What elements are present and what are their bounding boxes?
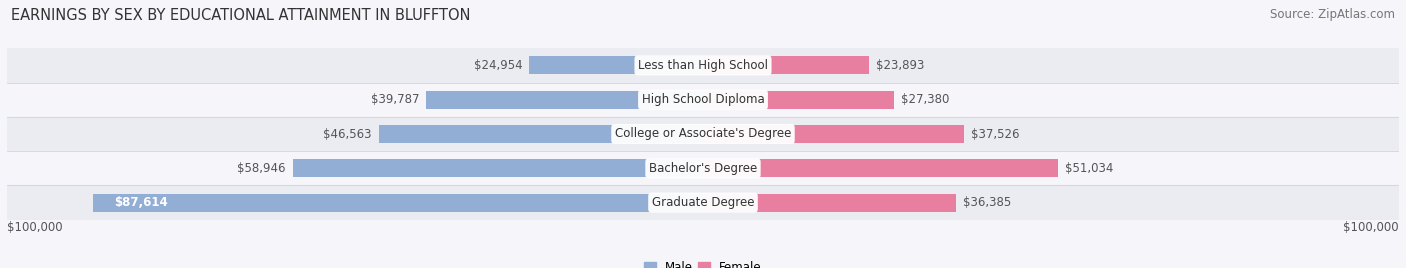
Bar <box>7 83 1399 117</box>
Text: $37,526: $37,526 <box>972 128 1019 140</box>
Text: Bachelor's Degree: Bachelor's Degree <box>650 162 756 175</box>
Text: $58,946: $58,946 <box>238 162 285 175</box>
Bar <box>292 159 703 177</box>
Text: $100,000: $100,000 <box>7 221 63 234</box>
Text: $87,614: $87,614 <box>114 196 167 209</box>
Text: EARNINGS BY SEX BY EDUCATIONAL ATTAINMENT IN BLUFFTON: EARNINGS BY SEX BY EDUCATIONAL ATTAINMEN… <box>11 8 471 23</box>
Text: $36,385: $36,385 <box>963 196 1011 209</box>
Bar <box>703 159 1059 177</box>
Bar <box>7 185 1399 220</box>
Bar <box>7 151 1399 185</box>
Legend: Male, Female: Male, Female <box>640 256 766 268</box>
Text: College or Associate's Degree: College or Associate's Degree <box>614 128 792 140</box>
Bar <box>703 125 965 143</box>
Bar <box>703 194 956 211</box>
Bar <box>7 48 1399 83</box>
Text: $39,787: $39,787 <box>371 93 419 106</box>
Text: $27,380: $27,380 <box>900 93 949 106</box>
Bar <box>93 194 703 211</box>
Bar <box>529 57 703 74</box>
Text: $51,034: $51,034 <box>1066 162 1114 175</box>
Text: Less than High School: Less than High School <box>638 59 768 72</box>
Bar <box>703 57 869 74</box>
Text: $46,563: $46,563 <box>323 128 373 140</box>
Bar <box>426 91 703 109</box>
Text: $24,954: $24,954 <box>474 59 523 72</box>
Text: Graduate Degree: Graduate Degree <box>652 196 754 209</box>
Text: High School Diploma: High School Diploma <box>641 93 765 106</box>
Text: $23,893: $23,893 <box>876 59 925 72</box>
Text: $100,000: $100,000 <box>1343 221 1399 234</box>
Bar <box>7 117 1399 151</box>
Bar <box>703 91 894 109</box>
Bar <box>380 125 703 143</box>
Text: Source: ZipAtlas.com: Source: ZipAtlas.com <box>1270 8 1395 21</box>
